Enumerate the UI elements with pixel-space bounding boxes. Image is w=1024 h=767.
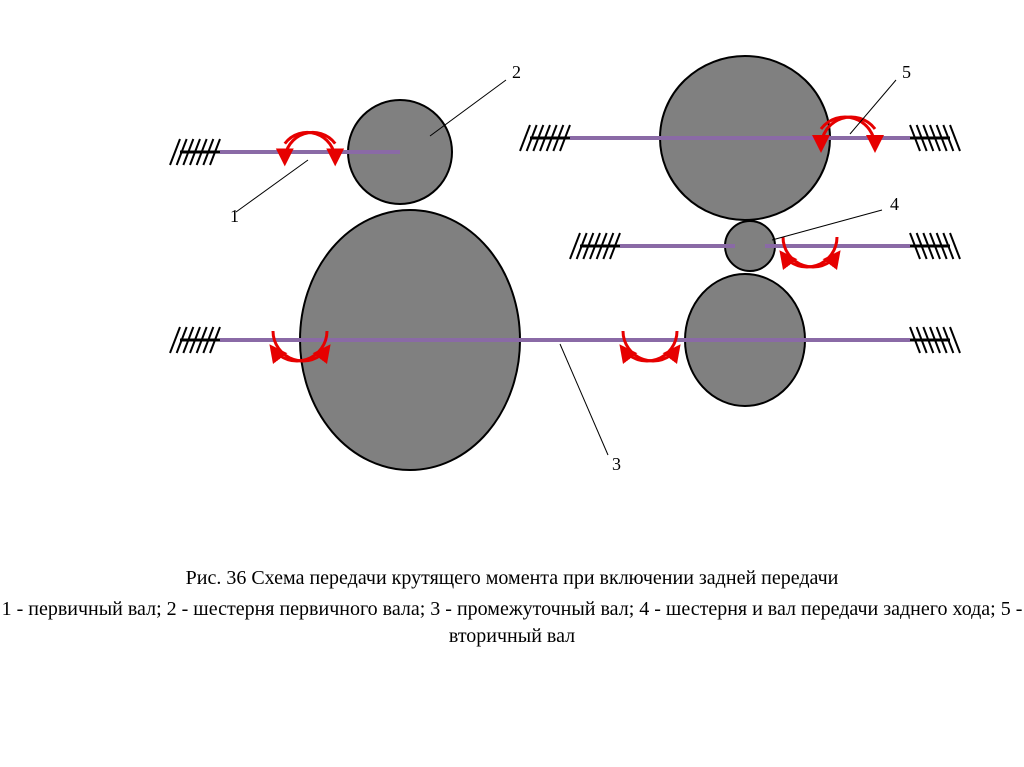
diagram-label-2: 2	[512, 62, 521, 82]
figure-caption: Рис. 36 Схема передачи крутящего момента…	[0, 565, 1024, 654]
caption-line-2: 1 - первичный вал; 2 - шестерня первично…	[0, 596, 1024, 650]
diagram-area: 1 2 3 4 5	[0, 0, 1024, 500]
bearing-hatch	[170, 139, 220, 165]
diagram-label-1: 1	[230, 206, 239, 226]
diagram-label-3: 3	[612, 454, 621, 474]
bearing-hatch	[910, 125, 960, 151]
bearing-hatch	[570, 233, 620, 259]
bearing-hatch	[910, 233, 960, 259]
diagram-label-5: 5	[902, 62, 911, 82]
diagram-label-4: 4	[890, 194, 899, 214]
bearing-hatch	[520, 125, 570, 151]
pointer-line-3	[560, 344, 608, 455]
bearing-hatch	[910, 327, 960, 353]
page: 1 2 3 4 5 Рис. 36 Схема передачи крутящего м…	[0, 0, 1024, 767]
caption-line-1: Рис. 36 Схема передачи крутящего момента…	[0, 565, 1024, 592]
bearing-hatch	[170, 327, 220, 353]
pointer-line-1	[236, 160, 308, 212]
pointer-line-2	[430, 80, 506, 136]
transmission-diagram: 1 2 3 4 5	[0, 0, 1024, 500]
pointer-line-4	[772, 210, 882, 240]
